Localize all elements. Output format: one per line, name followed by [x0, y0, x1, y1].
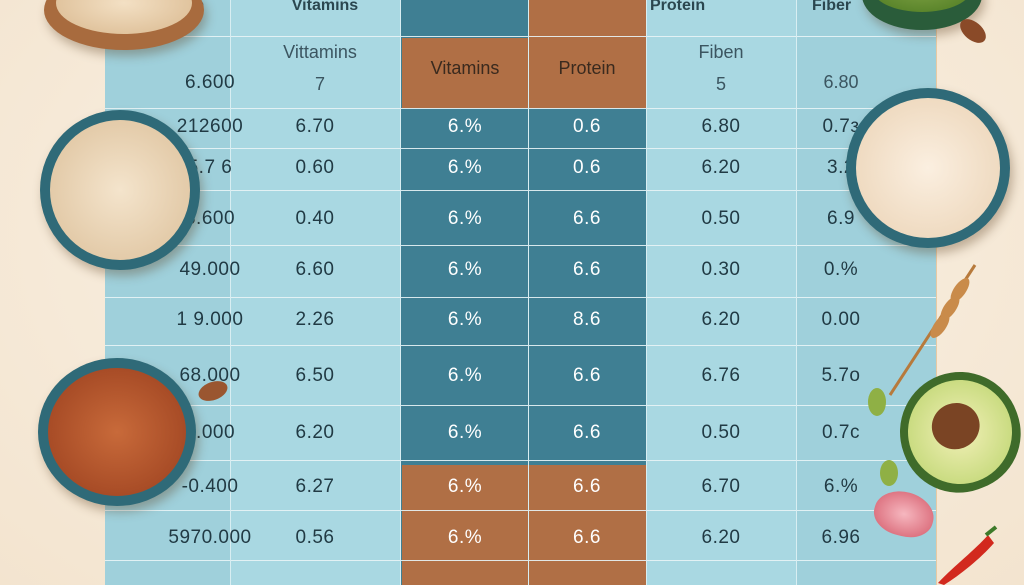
table-cell: 6.20 [701, 527, 741, 548]
table-cell: 6.6 [573, 259, 601, 280]
table-cell: 5970.000 [168, 527, 252, 548]
table-cell: 49.000 [179, 259, 241, 280]
subheader-col-2: Vittamins [283, 42, 357, 62]
table-cell: 6.% [447, 157, 483, 178]
table-cell: 6.% [447, 476, 483, 497]
subheader-col-3: Vitamins [430, 58, 500, 78]
table-cell: 0.56 [295, 527, 335, 548]
table-cell: 6.50 [295, 365, 335, 386]
header-col-6: Fiber [812, 0, 852, 14]
table-cell: 6.% [447, 527, 483, 548]
header-col-2: Vitamins [291, 0, 359, 14]
grid-vline [646, 0, 647, 585]
subheader-col-5-number: 5 [715, 74, 726, 94]
table-cell: 6.70 [295, 116, 335, 137]
table-cell: 6.% [447, 116, 483, 137]
header-col-5: Protein [650, 0, 706, 14]
grid-line [105, 190, 936, 191]
grid-line [105, 560, 936, 561]
subheader-col-2-number: 7 [314, 74, 325, 94]
subheader-col-4: Protein [558, 58, 616, 78]
header-top-dark [400, 0, 528, 36]
seed-icon [868, 388, 886, 416]
table-cell: 6.9 [827, 208, 855, 229]
table-cell: 0.60 [295, 157, 335, 178]
subheader-col-5: Fiben [698, 42, 744, 62]
header-cell-protein-brown [528, 0, 646, 108]
table-cell: 6.% [823, 476, 859, 497]
lentil-bowl-icon [38, 358, 196, 506]
table-cell: 6.6 [573, 365, 601, 386]
table-cell: 3.600 [184, 208, 236, 229]
grid-line [105, 510, 936, 511]
table-cell: 0.6 [573, 157, 601, 178]
grid-vline [796, 0, 797, 585]
brown-band-col4 [528, 465, 646, 585]
table-cell: 6.6 [573, 476, 601, 497]
table-cell: 6.% [447, 309, 483, 330]
brown-band-col3 [402, 465, 528, 585]
table-cell: 6.6 [573, 422, 601, 443]
table-cell: 0.50 [701, 208, 741, 229]
quinoa-bowl-icon [40, 110, 200, 270]
table-cell: 0.6 [573, 116, 601, 137]
grid-line [105, 297, 936, 298]
table-cell: 6.% [447, 365, 483, 386]
table-cell: 6.6 [573, 527, 601, 548]
table-cell: 6.20 [295, 422, 335, 443]
wheat-stalk-icon [888, 264, 977, 396]
flour-bowl-icon [846, 88, 1010, 248]
table-cell: 5.7o [821, 365, 861, 386]
table-cell: -0.400 [181, 476, 239, 497]
grid-vline [936, 0, 937, 585]
grid-line [105, 36, 936, 37]
table-cell: 0.30 [701, 259, 741, 280]
table-cell: 6.% [447, 422, 483, 443]
table-cell: 68.000 [179, 365, 241, 386]
grid-vline [528, 0, 529, 585]
table-cell: 6.600 [184, 72, 236, 93]
table-cell: 6.27 [295, 476, 335, 497]
subheader-col-6: 6.80 [823, 72, 859, 92]
table-cell: 0.% [823, 259, 859, 280]
table-cell: 6.96 [821, 527, 861, 548]
table-cell: 0.40 [295, 208, 335, 229]
header-cell-vitamins-brown [402, 38, 528, 108]
table-cell: 6.80 [701, 116, 741, 137]
table-cell: 6.60 [295, 259, 335, 280]
table-cell: 8.6 [573, 309, 601, 330]
table-cell: 0.50 [701, 422, 741, 443]
grid-line [105, 460, 936, 461]
column-2-bg [230, 0, 400, 585]
table-cell: 6.6 [573, 208, 601, 229]
table-cell: 6.% [447, 208, 483, 229]
column-5-bg [646, 0, 796, 585]
table-cell: 6.70 [701, 476, 741, 497]
seed-icon [880, 460, 898, 486]
grid-vline [400, 0, 401, 585]
grid-line [105, 148, 936, 149]
grid-line [105, 345, 936, 346]
chili-pepper-icon [938, 525, 998, 585]
table-cell: 6.% [447, 259, 483, 280]
table-cell: 2.26 [295, 309, 335, 330]
table-cell: 6.20 [701, 309, 741, 330]
table-cell: 0.00 [821, 309, 861, 330]
table-cell: 0.7з [822, 116, 860, 137]
table-cell: 5.7 6 [187, 157, 233, 178]
table-cell: 6.76 [701, 365, 741, 386]
table-cell: 7.000 [184, 422, 236, 443]
table-cell: 212600 [176, 116, 244, 137]
grid-line [105, 245, 936, 246]
table-cell: 6.20 [701, 157, 741, 178]
grid-vline [230, 0, 231, 585]
table-cell: 0.7c [822, 422, 860, 443]
table-cell: 1 9.000 [176, 309, 244, 330]
grid-line [105, 405, 936, 406]
grid-line [105, 108, 936, 109]
